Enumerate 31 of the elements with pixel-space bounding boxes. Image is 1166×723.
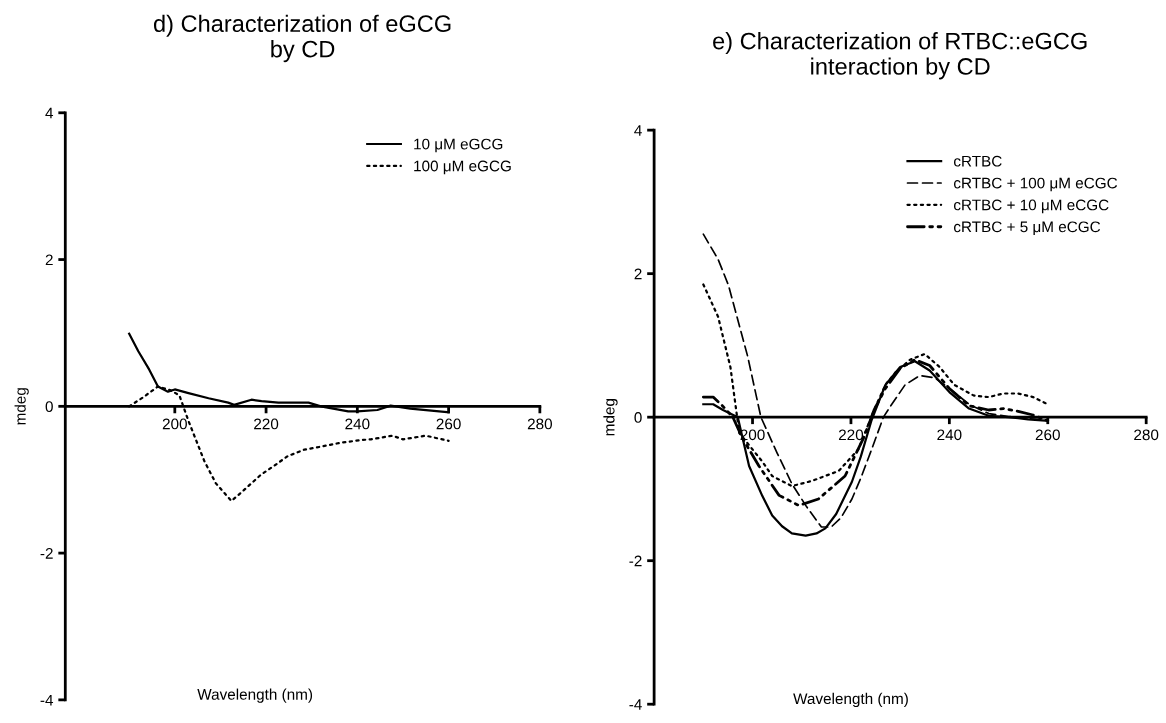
legend-label: cRTBC + 100 μM eCGC [953,177,1118,192]
x-tick-label: 280 [1134,429,1159,441]
x-tick-label: 260 [1035,429,1060,441]
x-tick-label: 200 [162,418,187,430]
legend-label: 100 μM eGCG [414,160,511,175]
chart-title: d) Characterization of eGCG by CD [153,14,451,63]
x-tick-label: 240 [345,418,370,430]
x-axis-title: Wavelength (nm) [197,688,313,703]
legend-label: 10 μM eGCG [414,138,503,153]
y-axis-title: mdeg [603,399,618,436]
y-tick-label: -4 [629,699,642,710]
legend-label: cRTBC + 10 μM eCGC [953,199,1109,214]
chart-title: e) Characterization of RTBC::eGCG interaction by CD [713,32,1087,80]
x-axis-title: Wavelength (nm) [793,692,908,708]
legend-label: cRTBC [953,155,1002,167]
x-tick-label: 260 [436,418,461,430]
y-tick-label: -2 [40,547,53,559]
y-tick-label: 2 [634,268,642,280]
x-tick-label: 220 [838,429,864,441]
x-tick-label: 240 [937,429,962,441]
x-tick-label: 220 [254,418,279,430]
y-tick-label: 2 [45,254,53,266]
y-tick-label: 0 [45,401,53,413]
y-tick-label: -2 [629,555,642,567]
y-tick-label: -4 [40,694,54,706]
legend-label: cRTBC + 5 μM eCGC [953,221,1101,236]
y-tick-label: 0 [634,412,642,423]
y-axis-title: mdeg [14,388,29,425]
y-tick-label: 4 [634,125,642,136]
y-tick-label: 4 [45,107,54,119]
x-tick-label: 280 [527,418,553,430]
